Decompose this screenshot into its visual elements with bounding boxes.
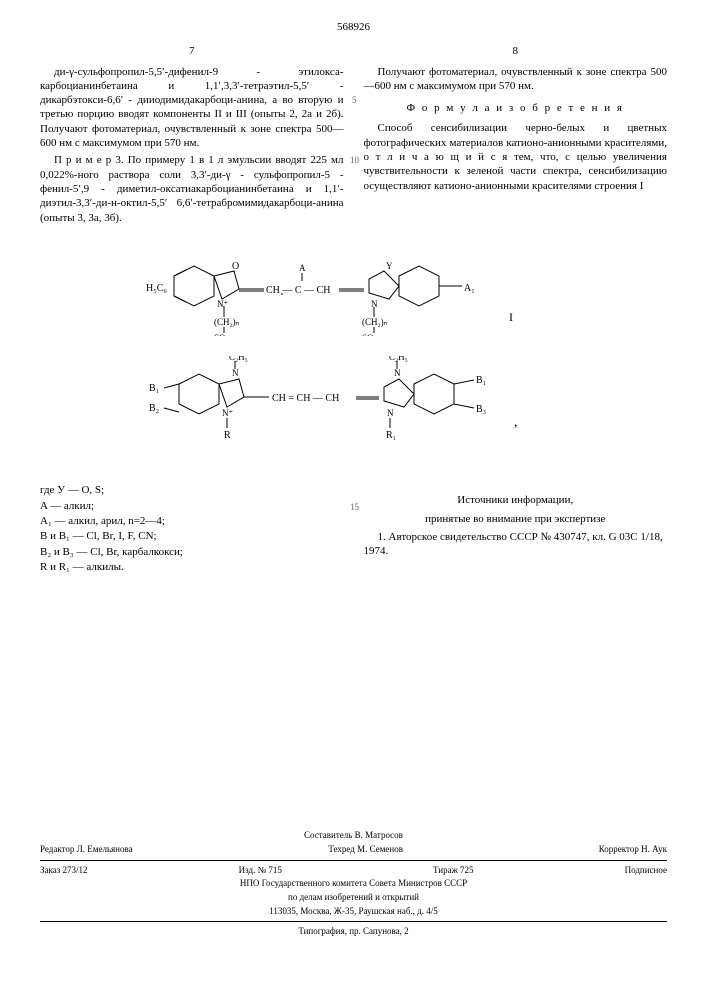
where-line-5: R и R₁ — алкилы. bbox=[40, 560, 344, 574]
structure-2: B₁ B₂ N C₂H₅ N⁺ R CH = CH — CH N C₂H₅ bbox=[144, 356, 564, 456]
svg-text:,: , bbox=[514, 415, 518, 430]
svg-text:CH = CH — CH: CH = CH — CH bbox=[272, 393, 339, 404]
line-marker-5: 5 bbox=[352, 95, 357, 107]
sources-title-2: принятые во внимание при экспертизе bbox=[364, 512, 668, 526]
svg-text:C₂H₅: C₂H₅ bbox=[389, 356, 408, 362]
svg-text:B₁: B₁ bbox=[149, 383, 159, 394]
where-line-2: A₁ — алкил, арил, n=2—4; bbox=[40, 514, 344, 528]
patent-number: 568926 bbox=[40, 20, 667, 34]
svg-text:N: N bbox=[232, 368, 239, 378]
svg-text:N: N bbox=[387, 408, 394, 418]
footer-izd: Изд. № 715 bbox=[239, 865, 282, 877]
left-para-1: ди-γ-сульфопропил-5,5′-дифенил-9 - этило… bbox=[40, 65, 344, 151]
line-marker-10: 10 bbox=[350, 155, 359, 167]
right-col-number: 8 bbox=[364, 44, 668, 58]
where-intro: где У — О, S; bbox=[40, 483, 344, 497]
svg-text:SO₃⁻: SO₃⁻ bbox=[214, 333, 234, 336]
sources-title-1: Источники информации, bbox=[364, 493, 668, 507]
where-line-4: B₂ и B₃ — Cl, Br, карбалкокси; bbox=[40, 545, 344, 559]
footer-tirazh: Тираж 725 bbox=[433, 865, 474, 877]
structure-1: H₅C₆ O N⁺ (CH₂)ₙ SO₃⁻ CH — C — CH A Y bbox=[144, 251, 564, 336]
footer-korrektor: Корректор Н. Аук bbox=[599, 844, 667, 856]
svg-text:(CH₂)ₙ: (CH₂)ₙ bbox=[362, 317, 388, 327]
svg-text:C₂H₅: C₂H₅ bbox=[229, 356, 248, 362]
svg-text:A: A bbox=[299, 263, 306, 273]
left-column: 7 ди-γ-сульфопропил-5,5′-дифенил-9 - эти… bbox=[40, 44, 344, 228]
chemical-structures: H₅C₆ O N⁺ (CH₂)ₙ SO₃⁻ CH — C — CH A Y bbox=[40, 243, 667, 469]
svg-text:O: O bbox=[232, 261, 239, 272]
right-para-1: Получают фотоматериал, очувствленный к з… bbox=[364, 65, 668, 94]
svg-text:N: N bbox=[394, 368, 401, 378]
where-section: где У — О, S; A — алкил; A₁ — алкил, ари… bbox=[40, 483, 344, 575]
footer-divider-2 bbox=[40, 921, 667, 922]
svg-text:R: R bbox=[224, 430, 231, 441]
svg-text:B₁: B₁ bbox=[476, 375, 486, 386]
svg-text:R₁: R₁ bbox=[386, 430, 396, 441]
svg-text:(CH₂)ₙ: (CH₂)ₙ bbox=[214, 317, 240, 327]
footer-typography: Типография, пр. Сапунова, 2 bbox=[40, 926, 667, 938]
line-marker-15: 15 bbox=[350, 502, 359, 514]
svg-text:B₃: B₃ bbox=[476, 404, 486, 415]
footer-zakaz: Заказ 273/12 bbox=[40, 865, 88, 877]
svg-text:CH — C — CH: CH — C — CH bbox=[266, 285, 330, 296]
footer-org-1: НПО Государственного комитета Совета Мин… bbox=[40, 878, 667, 890]
left-col-number: 7 bbox=[40, 44, 344, 58]
two-column-layout: 7 ди-γ-сульфопропил-5,5′-дифенил-9 - эти… bbox=[40, 44, 667, 228]
footer-redaktor: Редактор Л. Емельянова bbox=[40, 844, 133, 856]
footer-divider-1 bbox=[40, 860, 667, 861]
footer-editors-row: Редактор Л. Емельянова Техред М. Семенов… bbox=[40, 844, 667, 856]
where-line-1: A — алкил; bbox=[40, 499, 344, 513]
svg-text:H₅C₆: H₅C₆ bbox=[146, 283, 167, 294]
svg-text:B₂: B₂ bbox=[149, 403, 159, 414]
lower-columns: где У — О, S; A — алкил; A₁ — алкил, ари… bbox=[40, 483, 667, 575]
svg-text:A₁: A₁ bbox=[464, 283, 475, 294]
right-column: 8 Получают фотоматериал, очувствленный к… bbox=[364, 44, 668, 228]
svg-text:N⁺: N⁺ bbox=[217, 299, 228, 309]
right-para-2: Способ сенсибилизации черно-белых и цвет… bbox=[364, 121, 668, 192]
svg-text:Y: Y bbox=[386, 261, 393, 271]
footer-meta-row: Заказ 273/12 Изд. № 715 Тираж 725 Подпис… bbox=[40, 865, 667, 877]
footer-tehred: Техред М. Семенов bbox=[328, 844, 403, 856]
footer-org-2: по делам изобретений и открытий bbox=[40, 892, 667, 904]
footer: Составитель В. Матросов Редактор Л. Емел… bbox=[40, 828, 667, 940]
footer-address: 113035, Москва, Ж-35, Раушская наб., д. … bbox=[40, 906, 667, 918]
footer-sostavitel: Составитель В. Матросов bbox=[40, 830, 667, 842]
sources-section: Источники информации, принятые во вниман… bbox=[364, 493, 668, 575]
where-line-3: B и B₁ — Cl, Br, I, F, CN; bbox=[40, 529, 344, 543]
footer-podpisnoe: Подписное bbox=[625, 865, 667, 877]
sources-line-1: 1. Авторское свидетельство СССР № 430747… bbox=[364, 530, 668, 559]
left-para-2: П р и м е р 3. По примеру 1 в 1 л эмульс… bbox=[40, 153, 344, 224]
svg-text:N⁺: N⁺ bbox=[222, 408, 233, 418]
svg-text:I: I bbox=[509, 310, 513, 324]
formula-title: Ф о р м у л а и з о б р е т е н и я bbox=[364, 101, 668, 115]
svg-text:SO₃⁻: SO₃⁻ bbox=[362, 333, 382, 336]
